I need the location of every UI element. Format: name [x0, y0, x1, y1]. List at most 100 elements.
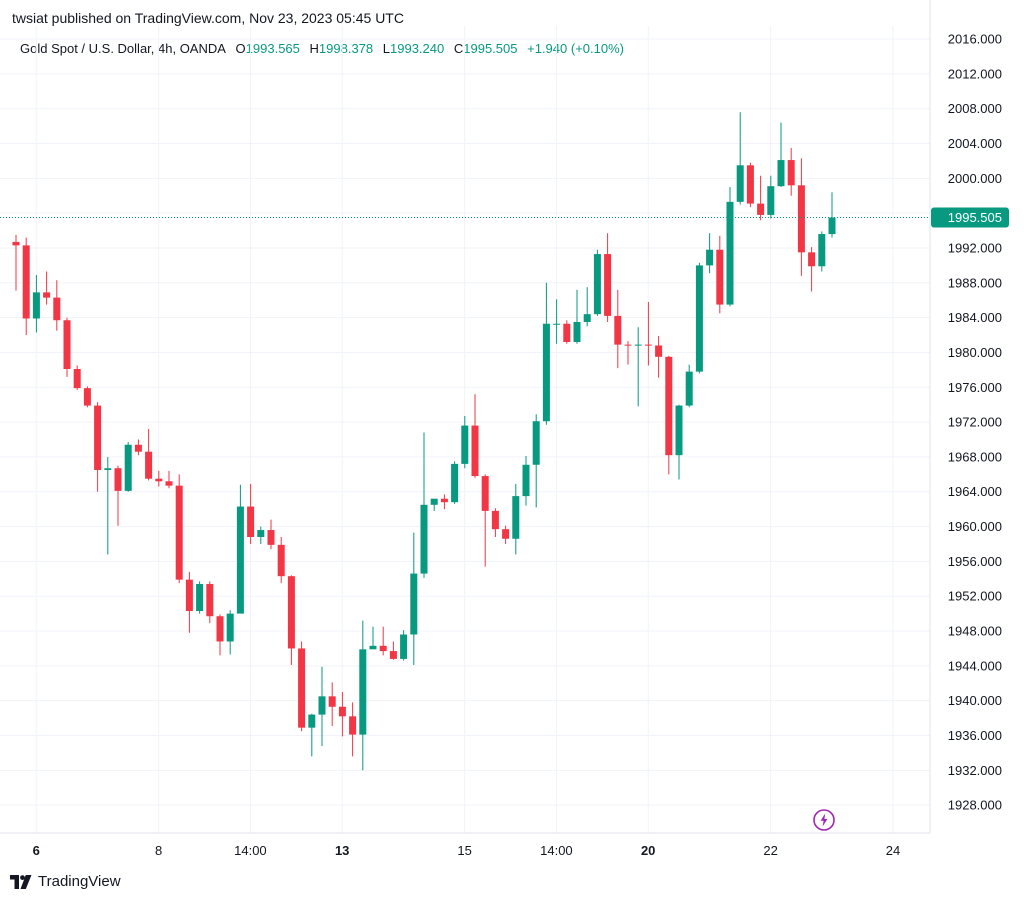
candle-down	[22, 237, 30, 336]
candle-body	[318, 696, 326, 715]
candle-body	[359, 649, 367, 735]
candle-down	[481, 474, 489, 567]
candle-body	[644, 344, 652, 346]
candle-down	[287, 575, 295, 665]
candle-body	[63, 320, 71, 369]
x-tick-label: 6	[33, 843, 40, 858]
candle-up	[695, 262, 703, 374]
close-value: 1995.505	[463, 41, 518, 56]
candle-body	[369, 645, 377, 650]
candle-up	[124, 442, 132, 492]
candle-body	[491, 510, 499, 530]
candle-body	[451, 463, 459, 503]
candlestick-chart[interactable]: 2016.000 2012.000 2008.000 2004.000 2000.000…	[0, 0, 1024, 862]
candle-layer	[12, 112, 836, 771]
candle-body	[553, 323, 561, 325]
candle-body	[440, 498, 448, 503]
candle-down	[379, 626, 387, 656]
candle-down	[644, 301, 652, 366]
candle-up	[32, 274, 40, 333]
candle-up	[777, 122, 785, 188]
candle-body	[461, 425, 469, 464]
y-tick-label: 1984.000	[948, 310, 1002, 325]
candle-up	[196, 581, 204, 614]
candle-body	[226, 613, 234, 642]
candle-body	[818, 234, 826, 267]
y-tick-label: 1960.000	[948, 519, 1002, 534]
candle-body	[155, 478, 163, 482]
candle-up	[451, 461, 459, 504]
candle-up	[828, 192, 836, 238]
candle-up	[706, 233, 714, 274]
candle-up	[410, 532, 418, 665]
candle-down	[389, 641, 397, 660]
candle-body	[532, 421, 540, 465]
candle-body	[43, 292, 51, 298]
candle-down	[73, 365, 81, 390]
candle-up	[400, 630, 408, 661]
candle-body	[165, 481, 173, 486]
candle-down	[757, 175, 765, 221]
footer-brand[interactable]: TradingView	[10, 873, 121, 890]
candle-down	[247, 483, 255, 544]
y-tick-label: 1976.000	[948, 380, 1002, 395]
candle-body	[216, 616, 224, 642]
candle-body	[410, 573, 418, 635]
x-tick-label: 22	[763, 843, 777, 858]
candle-down	[134, 439, 142, 456]
candle-down	[624, 341, 632, 365]
candle-body	[400, 634, 408, 659]
candle-up	[522, 456, 530, 506]
candle-down	[114, 465, 122, 526]
candle-up	[553, 299, 561, 344]
candle-body	[12, 241, 20, 246]
candle-up	[736, 112, 744, 205]
candle-body	[287, 576, 295, 649]
candle-body	[512, 496, 520, 539]
candle-body	[828, 217, 836, 235]
candle-down	[502, 525, 510, 544]
candle-body	[706, 249, 714, 266]
candle-body	[277, 544, 285, 577]
candle-body	[247, 506, 255, 538]
x-tick-label: 24	[886, 843, 900, 858]
candle-body	[114, 468, 122, 491]
candle-down	[83, 386, 91, 408]
publisher-line: twsiat published on TradingView.com, Nov…	[12, 10, 404, 26]
candle-body	[797, 185, 805, 253]
candle-body	[298, 648, 306, 728]
candle-body	[767, 186, 775, 215]
candle-up	[593, 249, 601, 316]
candle-down	[94, 402, 102, 492]
candle-up	[104, 456, 112, 555]
candle-up	[726, 187, 734, 307]
x-tick-label: 8	[155, 843, 162, 858]
y-tick-label: 1968.000	[948, 449, 1002, 464]
candle-body	[471, 425, 479, 477]
candle-body	[145, 451, 153, 479]
candle-up	[226, 610, 234, 655]
candle-body	[522, 464, 530, 497]
candle-body	[808, 252, 816, 267]
candle-body	[389, 651, 397, 659]
candle-down	[206, 581, 214, 624]
symbol-name[interactable]: Gold Spot / U.S. Dollar, 4h, OANDA	[20, 41, 226, 56]
candle-up	[236, 484, 244, 614]
candle-body	[614, 315, 622, 345]
candle-body	[94, 405, 102, 470]
low-label: L	[382, 41, 391, 56]
candle-down	[165, 470, 173, 489]
candle-body	[185, 579, 193, 612]
candle-up	[818, 231, 826, 272]
candle-body	[665, 356, 673, 456]
lightning-icon[interactable]	[812, 808, 836, 832]
candle-body	[726, 201, 734, 305]
candle-up	[318, 666, 326, 746]
candle-up	[359, 620, 367, 771]
candle-down	[216, 614, 224, 656]
candle-body	[716, 249, 724, 305]
candle-down	[716, 235, 724, 314]
high-value: 1998.378	[318, 41, 374, 56]
candle-down	[185, 571, 193, 633]
high-label: H	[309, 41, 319, 56]
